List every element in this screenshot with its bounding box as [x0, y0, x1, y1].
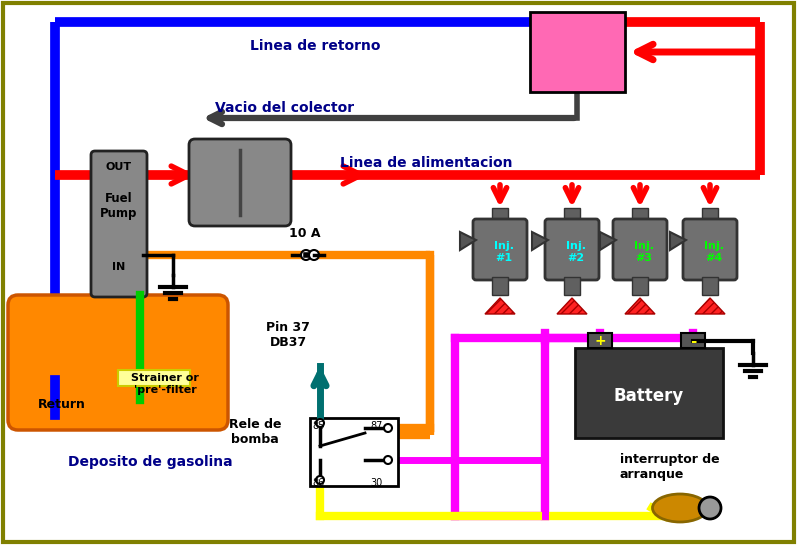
Text: 30: 30 [370, 478, 383, 488]
Text: -: - [690, 334, 697, 348]
Text: 10 A: 10 A [289, 227, 320, 240]
Polygon shape [695, 298, 725, 314]
FancyBboxPatch shape [683, 219, 737, 280]
Bar [575, 348, 723, 438]
Text: 85: 85 [312, 421, 324, 431]
Bar [702, 277, 718, 295]
Bar [632, 208, 648, 224]
Polygon shape [670, 232, 686, 250]
Text: Rele de
bomba: Rele de bomba [229, 418, 281, 446]
Bar [632, 277, 648, 295]
Polygon shape [460, 232, 476, 250]
Circle shape [301, 250, 311, 260]
Polygon shape [600, 232, 616, 250]
Ellipse shape [653, 494, 708, 522]
Circle shape [316, 419, 324, 427]
Text: Battery: Battery [614, 387, 684, 405]
Circle shape [316, 476, 324, 484]
FancyBboxPatch shape [613, 219, 667, 280]
FancyBboxPatch shape [473, 219, 527, 280]
Circle shape [384, 456, 392, 464]
Bar [530, 12, 625, 92]
Text: Inj.
#2: Inj. #2 [566, 241, 586, 263]
Text: IN: IN [112, 262, 126, 272]
Bar [588, 333, 612, 348]
Text: +: + [595, 334, 606, 348]
Circle shape [699, 497, 721, 519]
Bar [564, 277, 580, 295]
Polygon shape [625, 298, 655, 314]
Text: Linea de retorno: Linea de retorno [250, 39, 380, 53]
Text: Return: Return [38, 398, 86, 411]
Text: 87: 87 [370, 421, 383, 431]
Text: Pin 37
DB37: Pin 37 DB37 [266, 321, 310, 349]
Bar [681, 333, 705, 348]
Circle shape [309, 250, 319, 260]
Text: Inj.
#1: Inj. #1 [494, 241, 514, 263]
Polygon shape [532, 232, 548, 250]
Bar [492, 208, 508, 224]
FancyBboxPatch shape [545, 219, 599, 280]
Text: OUT: OUT [106, 162, 132, 172]
Text: interruptor de
arranque: interruptor de arranque [620, 453, 720, 481]
Text: Vacio del colector: Vacio del colector [215, 101, 354, 115]
Bar [564, 208, 580, 224]
Bar [702, 208, 718, 224]
Text: Strainer or
'pre'-filter: Strainer or 'pre'-filter [131, 373, 199, 395]
FancyBboxPatch shape [91, 151, 147, 297]
Text: Linea de alimentacion: Linea de alimentacion [340, 156, 512, 170]
Bar [118, 370, 190, 386]
Polygon shape [485, 298, 515, 314]
FancyBboxPatch shape [8, 295, 228, 430]
Bar [492, 277, 508, 295]
Polygon shape [557, 298, 587, 314]
FancyBboxPatch shape [189, 139, 291, 226]
Bar [310, 418, 398, 486]
Text: Fuel
Pump: Fuel Pump [100, 192, 138, 220]
Circle shape [384, 424, 392, 432]
Text: Inj.
#3: Inj. #3 [634, 241, 654, 263]
Text: Inj.
#4: Inj. #4 [704, 241, 724, 263]
Text: 86: 86 [312, 478, 324, 488]
Text: Deposito de gasolina: Deposito de gasolina [68, 455, 233, 469]
